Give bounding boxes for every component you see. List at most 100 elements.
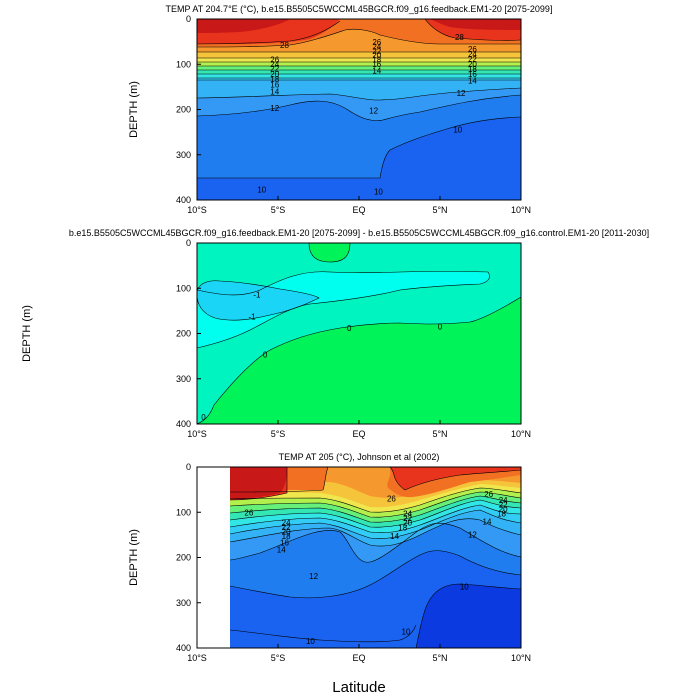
panel-1-x-ticks <box>196 196 522 200</box>
contour-label: 22 <box>270 64 279 73</box>
y-tick-label: 400 <box>176 643 191 653</box>
panel-2-x-ticks <box>196 420 522 424</box>
x-tick-label: EQ <box>352 653 365 663</box>
contour-label: 26 <box>387 495 396 504</box>
panel-3-lines <box>230 467 521 648</box>
y-tick-label: 100 <box>176 59 191 69</box>
y-tick-label: 300 <box>176 598 191 608</box>
contour-label: 20 <box>282 528 291 537</box>
y-tick-label: 200 <box>176 553 191 563</box>
contour-label: 18 <box>282 532 291 541</box>
x-axis-label: Latitude <box>332 679 385 696</box>
contour-label: 20 <box>499 505 508 514</box>
contour-label: 16 <box>280 539 289 548</box>
x-tick-label: EQ <box>352 429 365 439</box>
panel-1-fill <box>197 19 521 200</box>
contour-label: 28 <box>280 41 289 50</box>
y-tick-label: 100 <box>176 283 191 293</box>
x-tick-label: 5°N <box>432 653 447 663</box>
contour-label: 0 <box>263 350 268 359</box>
y-tick-label: 0 <box>186 238 191 248</box>
contour-label: 12 <box>468 530 477 539</box>
x-tick-label: 10°S <box>187 653 207 663</box>
contour-label: 28 <box>455 33 464 42</box>
panel-2-lines <box>197 243 521 424</box>
contour-label: -1 <box>253 291 261 300</box>
contour-label: 14 <box>372 67 381 76</box>
contour-label: 24 <box>282 519 291 528</box>
panel-2-y-axis-label: DEPTH (m) <box>21 305 33 362</box>
panel-2 <box>196 242 522 425</box>
panel-1-y-axis-label: DEPTH (m) <box>128 81 140 138</box>
contour-label: 22 <box>499 501 508 510</box>
panel-2-fill <box>197 243 521 424</box>
contour-label: 0 <box>347 324 352 333</box>
contour-label: 16 <box>468 70 477 79</box>
x-tick-label: 10°N <box>511 205 531 215</box>
contour-label: 18 <box>468 65 477 74</box>
contour-label: 20 <box>372 51 381 60</box>
contour-label: -1 <box>249 312 257 321</box>
contour-label: 24 <box>403 510 412 519</box>
contour-label: 16 <box>270 81 279 90</box>
x-tick-label: EQ <box>352 205 365 215</box>
y-tick-label: 300 <box>176 374 191 384</box>
contour-label: 18 <box>372 55 381 64</box>
y-tick-label: 200 <box>176 105 191 115</box>
contour-label: 14 <box>390 532 399 541</box>
contour-label: 16 <box>372 60 381 69</box>
panel-3 <box>196 466 522 649</box>
panel-3-title: TEMP AT 205 (°C), Johnson et al (2002) <box>279 452 440 462</box>
contour-label: 12 <box>457 89 466 98</box>
x-tick-label: 10°N <box>511 653 531 663</box>
contour-label: 18 <box>497 510 506 519</box>
panel-3-x-ticks <box>196 644 522 648</box>
panel-2-title: b.e15.B5505C5WCCML45BGCR.f09_g16.feedbac… <box>69 228 649 238</box>
contour-label: 18 <box>398 524 407 533</box>
x-tick-label: 10°S <box>187 205 207 215</box>
x-tick-label: 5°S <box>271 205 286 215</box>
contour-label: 24 <box>468 50 477 59</box>
x-tick-label: 5°N <box>432 205 447 215</box>
contour-label: 24 <box>499 496 508 505</box>
contour-label: 14 <box>270 87 279 96</box>
contour-label: 10 <box>453 125 462 134</box>
contour-label: 14 <box>468 77 477 86</box>
contour-label: 10 <box>460 582 469 591</box>
panel-1 <box>196 18 522 201</box>
x-tick-label: 5°N <box>432 429 447 439</box>
contour-label: 20 <box>403 519 412 528</box>
contour-label: 20 <box>270 70 279 79</box>
y-tick-label: 400 <box>176 419 191 429</box>
y-tick-label: 0 <box>186 462 191 472</box>
contour-label: 26 <box>270 55 279 64</box>
contour-label: 12 <box>369 106 378 115</box>
contour-label: 10 <box>306 637 315 646</box>
x-tick-label: 5°S <box>271 429 286 439</box>
contour-label: 0 <box>438 322 443 331</box>
y-tick-label: 0 <box>186 14 191 24</box>
panel-1-title: TEMP AT 204.7°E (°C), b.e15.B5505C5WCCML… <box>166 4 553 14</box>
y-tick-label: 100 <box>176 507 191 517</box>
contour-label: 12 <box>309 572 318 581</box>
contour-label: 0 <box>201 413 206 422</box>
contour-label: 22 <box>372 47 381 56</box>
contour-label: 26 <box>372 38 381 47</box>
contour-label: 14 <box>277 545 286 554</box>
contour-label: 14 <box>483 517 492 526</box>
contour-label: 24 <box>372 43 381 52</box>
contour-label: 20 <box>468 60 477 69</box>
contour-label: 10 <box>374 187 383 196</box>
contour-label: 10 <box>402 628 411 637</box>
contour-label: 10 <box>257 186 266 195</box>
y-tick-label: 200 <box>176 329 191 339</box>
x-tick-label: 10°S <box>187 429 207 439</box>
contour-label: 26 <box>244 508 253 517</box>
y-tick-label: 300 <box>176 150 191 160</box>
contour-label: 22 <box>468 55 477 64</box>
x-tick-label: 10°N <box>511 429 531 439</box>
contour-label: 18 <box>270 75 279 84</box>
contour-label: 26 <box>484 490 493 499</box>
panel-3-fill <box>230 467 521 648</box>
